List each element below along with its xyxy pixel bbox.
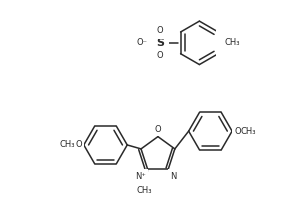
Text: CH₃: CH₃ (137, 186, 152, 195)
Text: CH₃: CH₃ (224, 38, 239, 47)
Text: N: N (170, 172, 177, 181)
Text: O: O (157, 26, 163, 35)
Text: O: O (157, 51, 163, 60)
Text: N⁺: N⁺ (135, 172, 146, 181)
Text: CH₃: CH₃ (60, 140, 75, 149)
Text: CH₃: CH₃ (241, 127, 256, 136)
Text: O: O (155, 125, 161, 134)
Text: O⁻: O⁻ (137, 38, 148, 47)
Text: O: O (234, 127, 241, 136)
Text: S: S (156, 38, 164, 48)
Text: O: O (75, 140, 82, 149)
